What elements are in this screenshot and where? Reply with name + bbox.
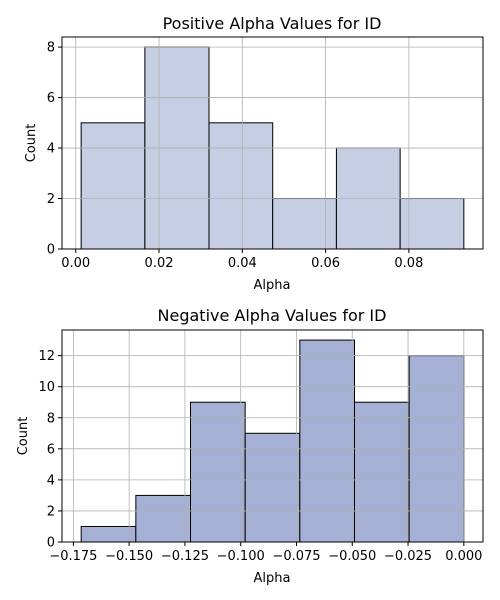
plot-frame: [61, 36, 484, 250]
x-tick-label: −0.150: [105, 549, 153, 564]
x-tick-label: −0.125: [161, 549, 209, 564]
positive-alpha-histogram: Positive Alpha Values for ID 0.00 0.02 0.0…: [24, 14, 484, 293]
bars: [80, 46, 465, 250]
plot-frame: [61, 329, 484, 543]
x-axis-label: Alpha: [254, 571, 291, 586]
y-axis-label: Count: [16, 417, 31, 456]
y-tick-label: 2: [47, 504, 55, 519]
y-tick-label: 0: [47, 536, 55, 551]
y-tick-label: 6: [47, 442, 55, 457]
y-tick-label: 6: [47, 91, 55, 106]
x-tick-label: 0.08: [394, 256, 423, 271]
y-tick-label: 0: [47, 243, 55, 258]
x-tick-label: 0.06: [311, 256, 340, 271]
x-ticks: −0.175 −0.150 −0.125 −0.100 −0.075 −0.050 −0.0…: [49, 542, 482, 564]
y-tick-label: 4: [47, 142, 55, 157]
histogram-bar: [299, 339, 355, 543]
x-tick-label: 0.00: [61, 256, 90, 271]
histogram-bar: [135, 494, 192, 543]
x-tick-label: −0.050: [328, 549, 376, 564]
x-tick-label: −0.075: [272, 549, 320, 564]
y-tick-label: 4: [47, 473, 55, 488]
chart-title: Positive Alpha Values for ID: [163, 14, 382, 33]
x-tick-label: −0.175: [49, 549, 97, 564]
histogram-bar: [244, 432, 301, 543]
bars: [80, 339, 465, 543]
x-tick-label: −0.025: [384, 549, 432, 564]
histogram-bar: [399, 198, 465, 250]
y-tick-label: 12: [38, 349, 55, 364]
x-tick-label: 0.04: [228, 256, 257, 271]
y-tick-label: 8: [47, 41, 55, 56]
y-ticks: 0 2 4 6 8 10 12: [38, 349, 62, 551]
y-ticks: 0 2 4 6 8: [47, 41, 62, 258]
grid: [62, 37, 483, 250]
negative-alpha-histogram: Negative Alpha Values for ID −0.175 −0.15…: [16, 306, 484, 586]
histogram-bar: [353, 401, 410, 543]
y-tick-label: 10: [38, 380, 55, 395]
histogram-bar: [190, 401, 246, 543]
y-axis-label: Count: [24, 124, 39, 163]
x-ticks: 0.00 0.02 0.04 0.06 0.08: [61, 249, 423, 271]
histogram-bar: [272, 198, 337, 250]
chart-title: Negative Alpha Values for ID: [158, 306, 387, 325]
histogram-bar: [80, 122, 146, 250]
x-tick-label: 0.000: [445, 549, 482, 564]
histogram-bar: [208, 122, 274, 250]
x-tick-label: −0.100: [217, 549, 265, 564]
x-axis-label: Alpha: [254, 278, 291, 293]
y-tick-label: 8: [47, 411, 55, 426]
histogram-bar: [80, 525, 137, 543]
x-tick-label: 0.02: [145, 256, 174, 271]
y-tick-label: 2: [47, 192, 55, 207]
